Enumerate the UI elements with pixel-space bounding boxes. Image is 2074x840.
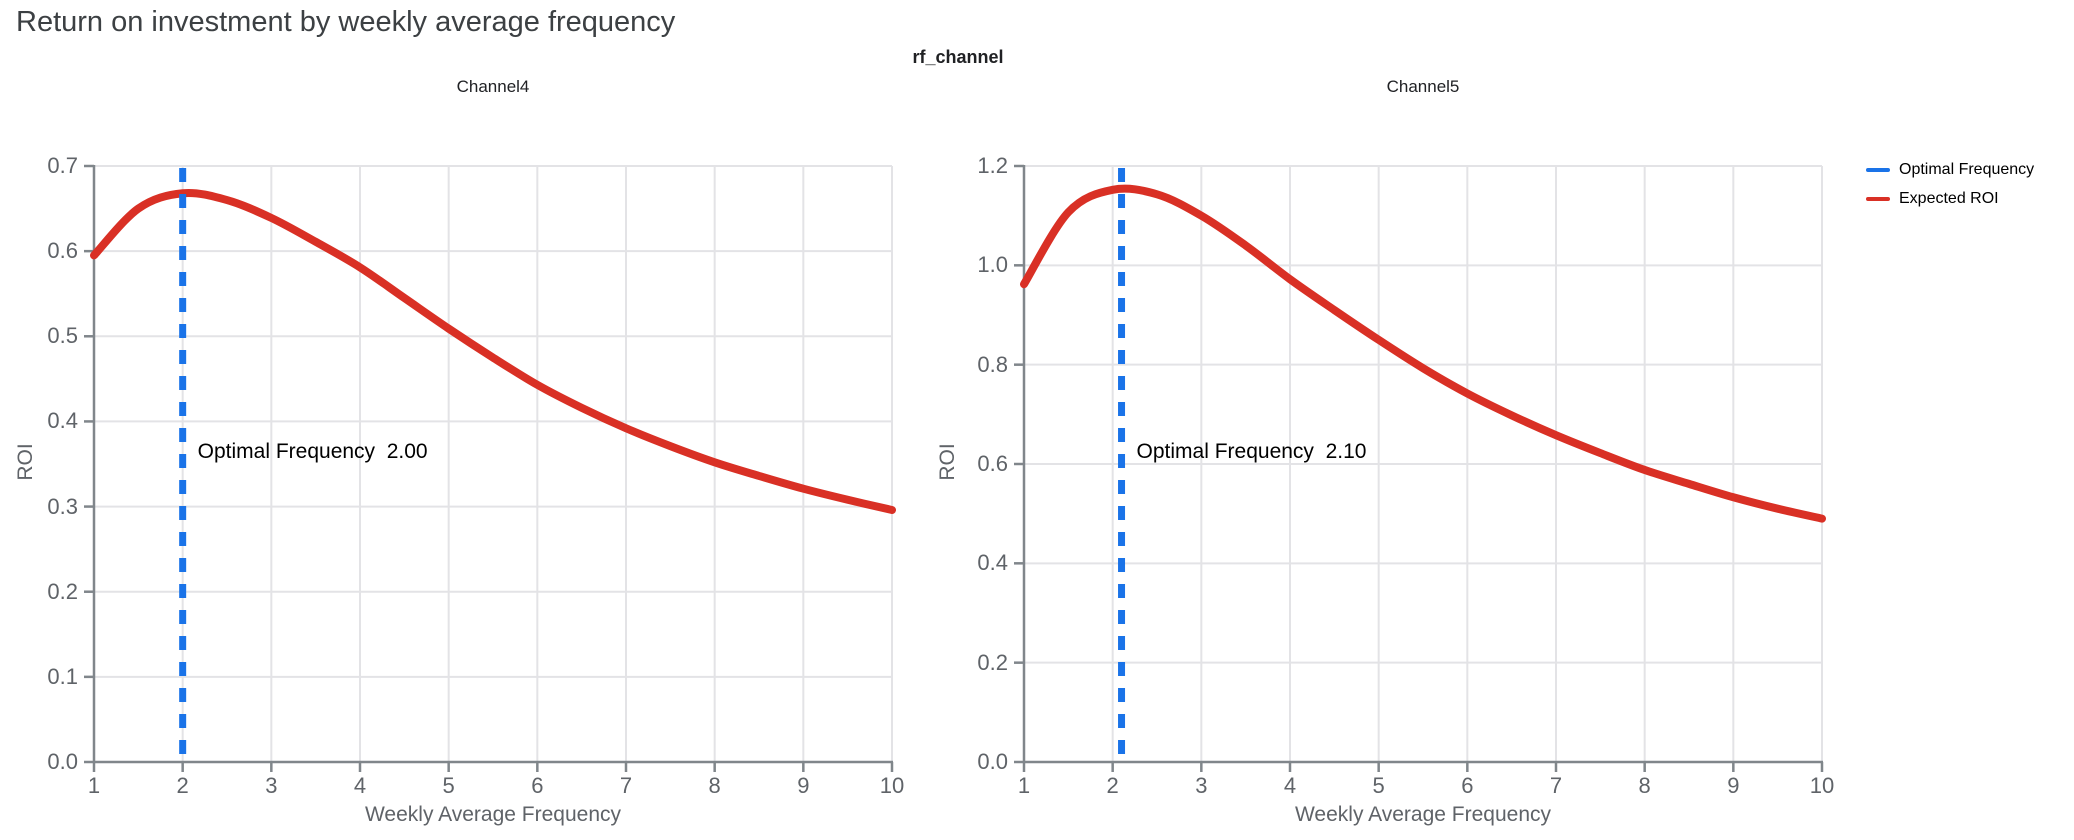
- optimal-frequency-annotation: Optimal Frequency 2.10: [1136, 440, 1367, 463]
- y-tick-label: 0.6: [977, 451, 1008, 476]
- x-tick-label: 9: [1727, 773, 1740, 798]
- facet-title: rf_channel: [912, 47, 1004, 67]
- x-tick-label: 6: [531, 773, 544, 798]
- legend-item-expected-roi: Expected ROI: [1866, 189, 2034, 208]
- x-tick-label: 7: [619, 773, 633, 798]
- y-axis-label: ROI: [936, 443, 959, 481]
- legend-item-optimal-frequency: Optimal Frequency: [1866, 160, 2034, 179]
- x-tick-label: 9: [797, 773, 810, 798]
- y-tick-label: 0.0: [977, 749, 1008, 774]
- optimal-frequency-annotation: Optimal Frequency 2.00: [197, 440, 428, 463]
- y-tick-label: 0.2: [47, 578, 78, 604]
- y-tick-label: 0.4: [47, 408, 78, 434]
- x-tick-label: 7: [1549, 773, 1563, 798]
- y-tick-label: 0.4: [977, 550, 1008, 576]
- legend-label: Optimal Frequency: [1899, 161, 2035, 178]
- x-tick-label: 4: [353, 773, 367, 798]
- x-axis-label: Weekly Average Frequency: [1294, 803, 1552, 826]
- expected-roi-curve: [1020, 184, 1826, 523]
- y-tick-label: 1.0: [977, 252, 1008, 278]
- expected-roi-curve: [90, 188, 896, 514]
- legend-label: Expected ROI: [1899, 190, 1999, 207]
- x-tick-label: 3: [265, 773, 278, 798]
- y-axis-label: ROI: [14, 443, 37, 481]
- x-tick-label: 10: [879, 773, 905, 798]
- x-tick-label: 8: [708, 773, 721, 798]
- subplot-title: Channel4: [456, 77, 530, 96]
- x-tick-label: 5: [1372, 773, 1385, 798]
- x-tick-label: 8: [1638, 773, 1651, 798]
- y-tick-label: 0.5: [47, 323, 78, 349]
- x-tick-label: 6: [1461, 773, 1474, 798]
- y-tick-label: 0.2: [977, 649, 1008, 675]
- y-tick-label: 0.3: [47, 493, 78, 519]
- y-tick-label: 0.0: [47, 749, 78, 774]
- x-axis-label: Weekly Average Frequency: [364, 803, 622, 826]
- expected-roi-swatch-icon: [1866, 196, 1890, 201]
- page-title: Return on investment by weekly average f…: [16, 6, 676, 38]
- y-tick-label: 0.6: [47, 238, 78, 264]
- x-tick-label: 5: [442, 773, 455, 798]
- x-tick-label: 1: [87, 773, 101, 798]
- x-tick-label: 3: [1195, 773, 1208, 798]
- y-tick-label: 0.1: [47, 663, 78, 689]
- y-tick-label: 1.2: [977, 153, 1008, 178]
- subplot-title: Channel5: [1386, 77, 1460, 96]
- x-tick-label: 2: [1106, 773, 1119, 798]
- legend: Optimal Frequency Expected ROI: [1866, 160, 2034, 218]
- optimal-frequency-swatch-icon: [1866, 167, 1890, 172]
- y-tick-label: 0.8: [977, 351, 1008, 377]
- y-tick-label: 0.7: [47, 153, 78, 178]
- x-tick-label: 4: [1283, 773, 1297, 798]
- x-tick-label: 10: [1809, 773, 1835, 798]
- x-tick-label: 1: [1017, 773, 1031, 798]
- x-tick-label: 2: [176, 773, 189, 798]
